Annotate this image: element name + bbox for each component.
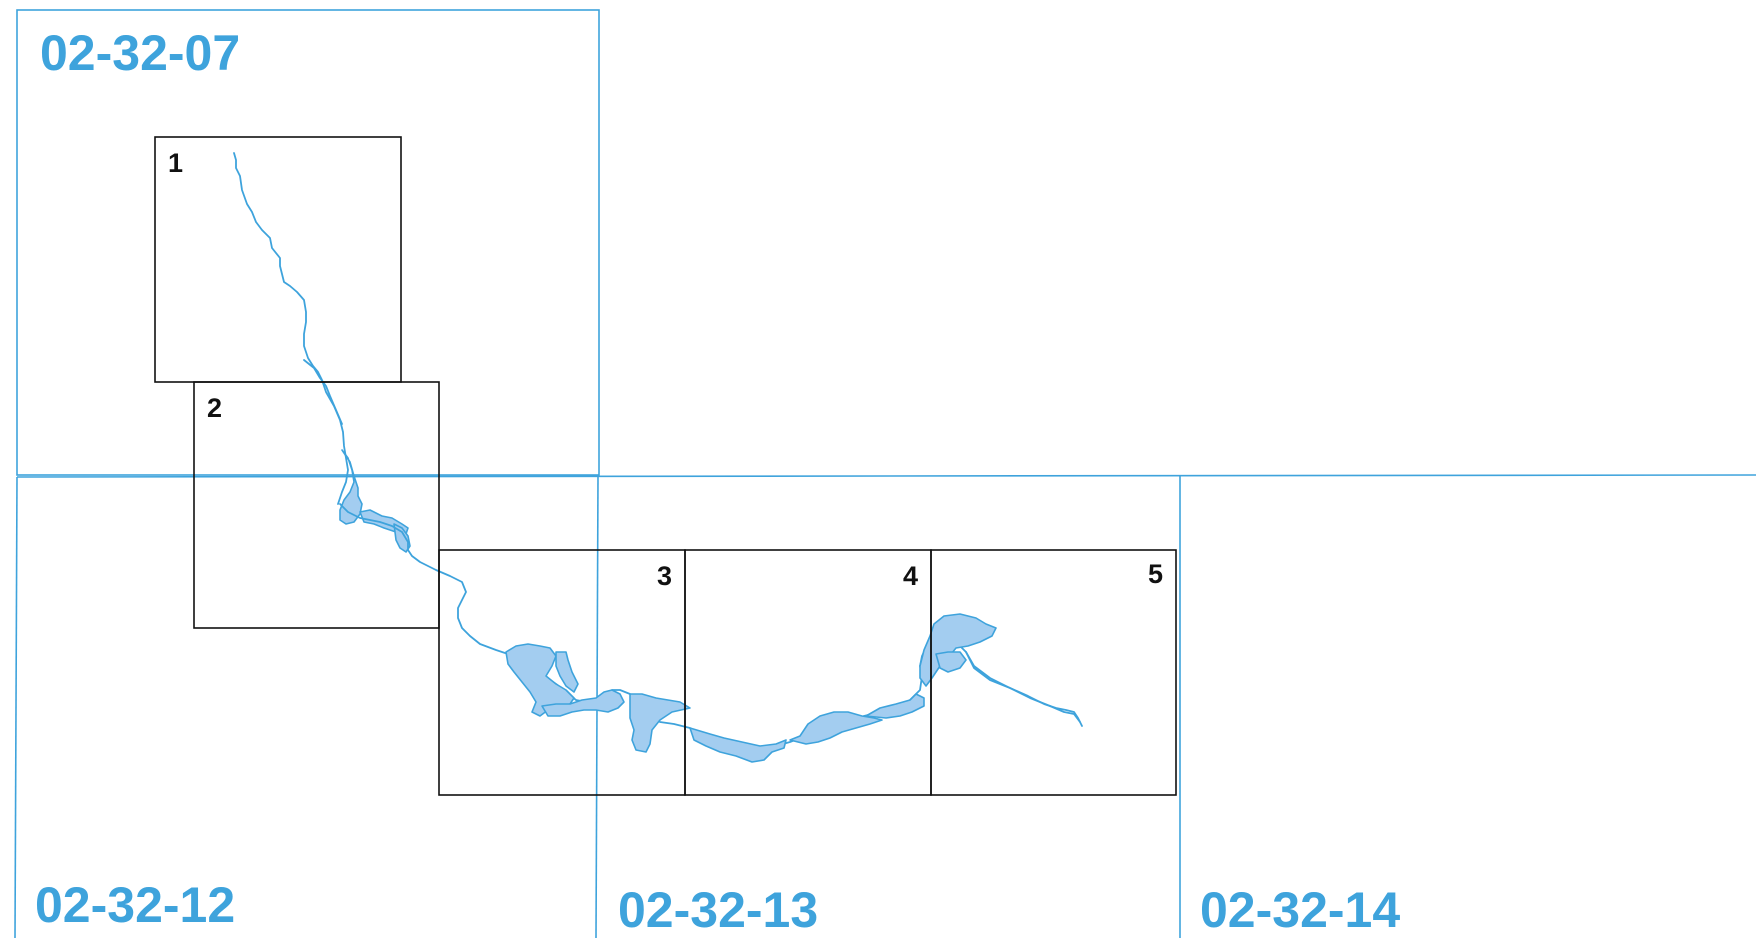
sheet-boundary-west [14,476,18,938]
sheet-label-02-32-12: 02-32-12 [35,877,235,933]
sheet-label-02-32-13: 02-32-13 [618,882,818,938]
lake-lower-1 [505,643,575,717]
tile-label-2: 2 [207,393,222,423]
sheet-grid [14,9,1756,938]
river-upper-channel [233,152,349,505]
tile-5 [930,549,1177,796]
lake-lower-8 [919,613,997,687]
detail-tiles: 1 2 3 4 5 [154,136,1177,796]
sheet-boundary-horizontal [16,474,1756,478]
tile-label-5: 5 [1148,559,1163,589]
sheet-label-02-32-14: 02-32-14 [1200,882,1400,938]
lake-lower-3 [541,689,625,717]
sheet-boundary-02-32-07 [16,9,600,476]
river-network [233,152,1083,763]
river-downstream-tributary [965,651,1083,727]
sheet-labels: 02-32-07 02-32-12 02-32-13 02-32-14 [35,25,1400,938]
lake-lower-7 [865,693,925,719]
lake-upper-1 [339,449,363,525]
lake-lower-2 [555,651,579,693]
tile-label-4: 4 [903,561,918,591]
sheet-label-02-32-07: 02-32-07 [40,25,240,81]
river-upper-side-channel [303,359,343,425]
lake-lower-6 [789,711,883,745]
tile-label-1: 1 [168,148,183,178]
tile-4 [684,549,932,796]
tile-2 [193,381,440,629]
tile-1 [154,136,402,383]
lake-lower-4 [629,693,691,753]
lake-lower-9 [935,651,967,673]
lake-lower-5 [689,727,787,763]
tile-label-3: 3 [657,561,672,591]
